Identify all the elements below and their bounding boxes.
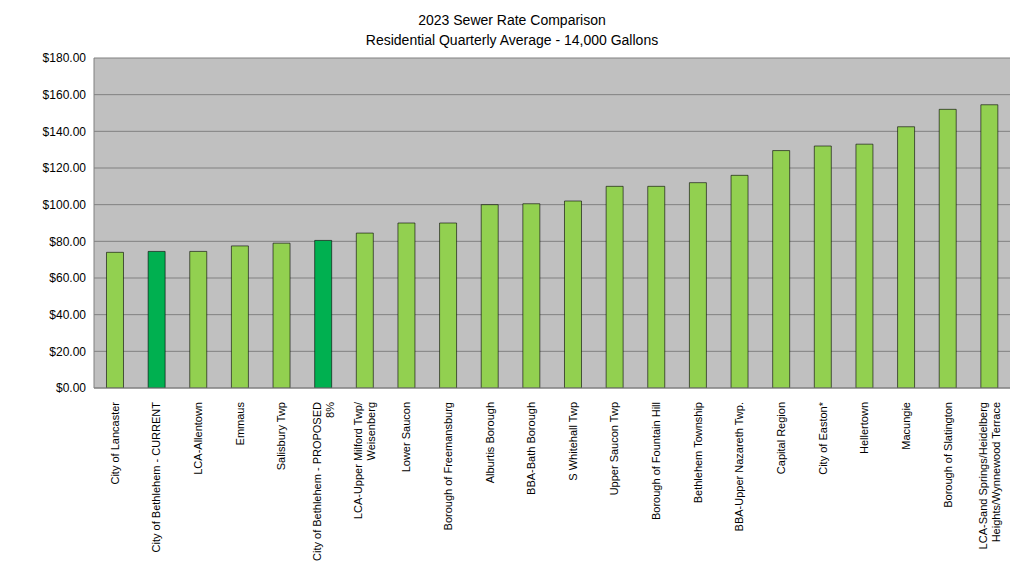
svg-text:Alburtis Borough: Alburtis Borough (484, 402, 496, 483)
svg-text:Lower Saucon: Lower Saucon (400, 402, 412, 472)
svg-text:Macungie: Macungie (900, 402, 912, 450)
svg-text:Borough of Freemansburg: Borough of Freemansburg (442, 402, 454, 530)
svg-text:$40.00: $40.00 (49, 308, 86, 322)
svg-text:BBA-Bath Borough: BBA-Bath Borough (525, 402, 537, 495)
html-text:2023 Sewer Rate Comparison: 2023 Sewer Rate Comparison (418, 12, 606, 28)
svg-text:Capital Region: Capital Region (775, 402, 787, 474)
svg-text:$120.00: $120.00 (43, 161, 87, 175)
svg-text:S Whitehall Twp: S Whitehall Twp (567, 402, 579, 481)
svg-text:$180.00: $180.00 (43, 51, 87, 65)
svg-text:Salisbury Twp: Salisbury Twp (275, 402, 287, 470)
svg-text:$20.00: $20.00 (49, 345, 86, 359)
svg-text:LCA-Sand Springs/HeidelbergHei: LCA-Sand Springs/HeidelbergHeights/Wynne… (977, 402, 1002, 549)
svg-text:Borough of Slatington: Borough of Slatington (942, 402, 954, 508)
html-text:Residential Quarterly Average: Residential Quarterly Average - 14,000 G… (365, 32, 659, 48)
svg-text:LCA-Upper Milford Twp/Weisenbe: LCA-Upper Milford Twp/Weisenberg (352, 401, 377, 519)
svg-text:Emmaus: Emmaus (234, 402, 246, 446)
svg-text:$80.00: $80.00 (49, 235, 86, 249)
svg-text:Upper Saucon Twp: Upper Saucon Twp (608, 402, 620, 495)
svg-text:$160.00: $160.00 (43, 88, 87, 102)
svg-text:City of Lancaster: City of Lancaster (109, 402, 121, 485)
svg-text:$0.00: $0.00 (56, 381, 86, 395)
svg-text:BBA-Upper Nazareth Twp.: BBA-Upper Nazareth Twp. (733, 402, 745, 531)
svg-text:$100.00: $100.00 (43, 198, 87, 212)
svg-text:City of Bethlehem - PROPOSED8%: City of Bethlehem - PROPOSED8% (311, 402, 336, 561)
svg-text:City of Bethlehem - CURRENT: City of Bethlehem - CURRENT (150, 402, 162, 553)
svg-text:Hellertown: Hellertown (858, 402, 870, 454)
svg-text:Bethlehem Township: Bethlehem Township (692, 402, 704, 503)
svg-text:$60.00: $60.00 (49, 271, 86, 285)
svg-text:City of Easton*: City of Easton* (817, 401, 829, 474)
svg-text:LCA-Allentown: LCA-Allentown (192, 402, 204, 475)
svg-text:Borough of Fountain Hill: Borough of Fountain Hill (650, 402, 662, 520)
svg-text:$140.00: $140.00 (43, 125, 87, 139)
